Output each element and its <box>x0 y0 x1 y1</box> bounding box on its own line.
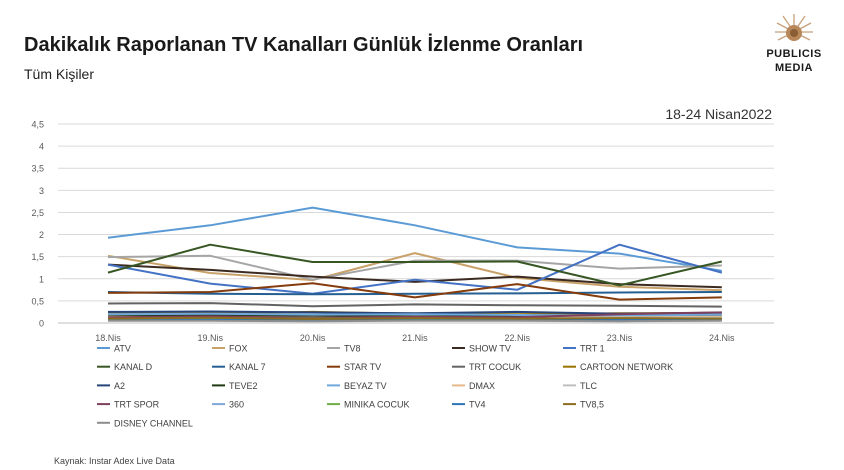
legend-label: 360 <box>229 400 244 410</box>
y-tick-label: 4,5 <box>31 120 44 130</box>
x-tick-label: 21.Nis <box>402 333 428 343</box>
series-line <box>107 206 722 272</box>
legend-label: MINIKA COCUK <box>344 400 410 410</box>
legend-label: FOX <box>229 344 248 354</box>
legend-label: ATV <box>114 344 131 354</box>
legend-label: KANAL D <box>114 362 153 372</box>
series-line <box>107 263 722 289</box>
legend-label: TLC <box>580 381 598 391</box>
series-line <box>107 254 722 281</box>
series-line <box>107 282 722 301</box>
x-tick-label: 20.Nis <box>300 333 326 343</box>
series-line <box>107 291 722 296</box>
y-tick-label: 4 <box>39 142 44 152</box>
legend-label: CARTOON NETWORK <box>580 362 673 372</box>
legend-label: TRT SPOR <box>114 400 160 410</box>
publicis-media-logo: PUBLICIS MEDIA <box>752 12 836 78</box>
y-tick-label: 0,5 <box>31 296 44 306</box>
legend-label: KANAL 7 <box>229 362 266 372</box>
legend-label: SHOW TV <box>469 344 511 354</box>
chart-subtitle: Tüm Kişiler <box>24 66 95 82</box>
x-tick-label: 24.Nis <box>709 333 735 343</box>
source-note: Kaynak: Instar Adex Live Data <box>54 456 175 466</box>
x-tick-label: 22.Nis <box>504 333 530 343</box>
logo-text-line2: MEDIA <box>775 62 813 74</box>
legend-label: TRT COCUK <box>469 362 521 372</box>
x-tick-label: 19.Nis <box>198 333 224 343</box>
series-line <box>107 252 722 292</box>
x-tick-label: 18.Nis <box>95 333 121 343</box>
legend-label: TRT 1 <box>580 344 605 354</box>
y-tick-label: 1 <box>39 274 44 284</box>
series-line <box>107 243 723 295</box>
date-range-label: 18-24 Nisan2022 <box>665 106 772 122</box>
x-tick-label: 23.Nis <box>607 333 633 343</box>
lion-sun-icon <box>775 14 813 41</box>
y-tick-label: 3,5 <box>31 164 44 174</box>
chart-title: Dakikalık Raporlanan TV Kanalları Günlük… <box>24 34 584 56</box>
y-tick-label: 0 <box>39 319 44 329</box>
series-line <box>107 312 722 317</box>
series-line <box>107 302 722 308</box>
legend-label: TV4 <box>469 400 486 410</box>
y-tick-label: 2,5 <box>31 208 44 218</box>
legend-label: TV8 <box>344 344 361 354</box>
y-tick-label: 2 <box>39 230 44 240</box>
legend-label: DMAX <box>469 381 495 391</box>
legend-label: TEVE2 <box>229 381 258 391</box>
series-line <box>107 243 723 287</box>
series-line <box>107 316 722 320</box>
legend-label: DISNEY CHANNEL <box>114 418 193 428</box>
legend-label: TV8,5 <box>580 400 604 410</box>
legend-label: BEYAZ TV <box>344 381 387 391</box>
legend-label: A2 <box>114 381 125 391</box>
logo-text-line1: PUBLICIS <box>766 48 822 60</box>
legend-label: STAR TV <box>344 362 381 372</box>
series-line <box>107 311 722 319</box>
y-tick-label: 3 <box>39 186 44 196</box>
y-tick-label: 1,5 <box>31 252 44 262</box>
